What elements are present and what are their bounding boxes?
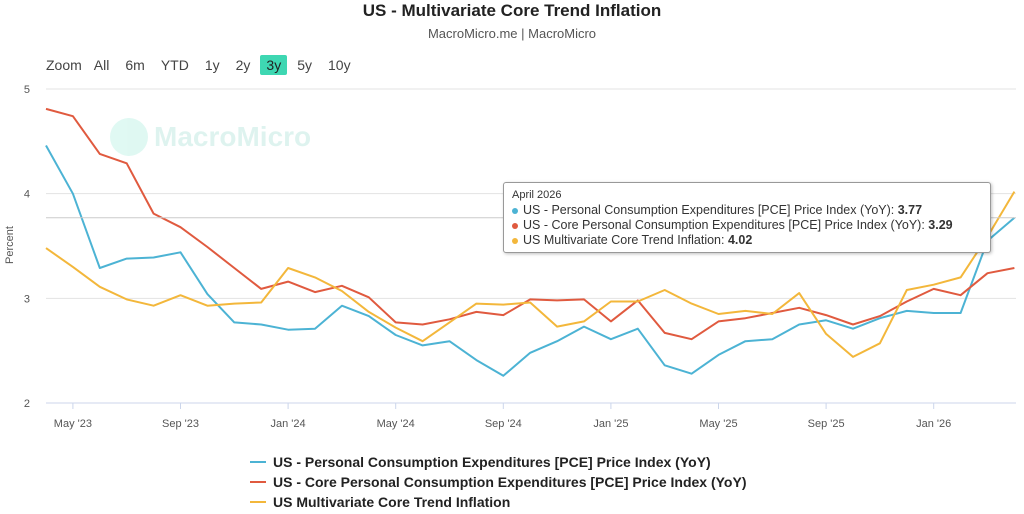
- range-button-5y[interactable]: 5y: [297, 57, 312, 73]
- legend-swatch-pce: [250, 461, 266, 463]
- y-axis: 2 3 4 5: [24, 84, 30, 410]
- tooltip-value-pce: 3.77: [897, 203, 923, 217]
- range-selector: Zoom All 6m YTD 1y 2y 3y 5y 10y: [40, 53, 361, 77]
- legend-label-core-pce: US - Core Personal Consumption Expenditu…: [273, 474, 747, 490]
- zoom-label: Zoom: [46, 57, 82, 73]
- series-line-mct[interactable]: [45, 191, 1016, 358]
- legend-item-core-pce[interactable]: US - Core Personal Consumption Expenditu…: [250, 472, 746, 492]
- legend-label-mct: US Multivariate Core Trend Inflation: [273, 494, 511, 510]
- x-tick-label: Sep '24: [485, 418, 522, 430]
- y-tick-label: 3: [24, 293, 30, 305]
- range-button-all[interactable]: All: [93, 57, 110, 73]
- macromicro-logo-icon: [110, 118, 148, 156]
- legend-item-mct[interactable]: US Multivariate Core Trend Inflation: [250, 492, 746, 512]
- tooltip-label-core-pce: US - Core Personal Consumption Expenditu…: [523, 218, 929, 232]
- tooltip-row-pce: US - Personal Consumption Expenditures […: [512, 203, 982, 218]
- range-button-6m[interactable]: 6m: [125, 57, 145, 73]
- range-button-1y[interactable]: 1y: [204, 57, 220, 73]
- x-tick-label: May '23: [54, 418, 92, 430]
- x-tick-label: Jan '26: [916, 418, 951, 430]
- range-button-10y[interactable]: 10y: [328, 57, 351, 73]
- hover-tooltip: April 2026 US - Personal Consumption Exp…: [503, 182, 991, 253]
- x-tick-label: Jan '25: [593, 418, 628, 430]
- pce-dot-icon: [512, 207, 518, 214]
- x-tick-label: May '25: [699, 418, 737, 430]
- tooltip-row-core-pce: US - Core Personal Consumption Expenditu…: [512, 218, 982, 233]
- legend-item-pce[interactable]: US - Personal Consumption Expenditures […: [250, 452, 746, 472]
- series-line-core_pce[interactable]: [45, 107, 1015, 341]
- series-line-pce[interactable]: [45, 145, 1016, 377]
- tooltip-label-mct: US Multivariate Core Trend Inflation:: [523, 233, 728, 247]
- tooltip-label-pce: US - Personal Consumption Expenditures […: [523, 203, 898, 217]
- legend-swatch-mct: [250, 501, 266, 503]
- core-pce-dot-icon: [512, 222, 518, 229]
- x-tick-label: Jan '24: [271, 418, 306, 430]
- range-button-2y[interactable]: 2y: [235, 57, 251, 73]
- range-button-ytd[interactable]: YTD: [160, 57, 189, 73]
- chart-title: US - Multivariate Core Trend Inflation: [362, 1, 662, 20]
- x-tick-label: May '24: [377, 418, 415, 430]
- range-button-3y[interactable]: 3y: [260, 55, 288, 75]
- y-axis-label: Percent: [4, 226, 16, 264]
- legend-label-pce: US - Personal Consumption Expenditures […: [273, 454, 711, 470]
- mct-dot-icon: [512, 237, 518, 244]
- tooltip-value-mct: 4.02: [727, 233, 753, 247]
- tooltip-date: April 2026: [512, 189, 562, 201]
- watermark-logo: MacroMicro: [110, 118, 311, 156]
- x-tick-label: Sep '23: [162, 418, 199, 430]
- tooltip-row-mct: US Multivariate Core Trend Inflation: 4.…: [512, 233, 982, 248]
- y-tick-label: 5: [24, 84, 30, 96]
- chart-legend: US - Personal Consumption Expenditures […: [250, 452, 746, 512]
- y-tick-label: 2: [24, 398, 30, 410]
- x-tick-label: Sep '25: [808, 418, 845, 430]
- x-axis: May '23 Sep '23 Jan '24 May '24 Sep '24 Jan '…: [46, 402, 1016, 430]
- watermark-text: MacroMicro: [154, 121, 312, 152]
- legend-swatch-core-pce: [250, 481, 266, 483]
- tooltip-value-core-pce: 3.29: [928, 218, 953, 232]
- chart-subtitle: MacroMicro.me | MacroMicro: [427, 26, 597, 41]
- y-tick-label: 4: [24, 189, 30, 201]
